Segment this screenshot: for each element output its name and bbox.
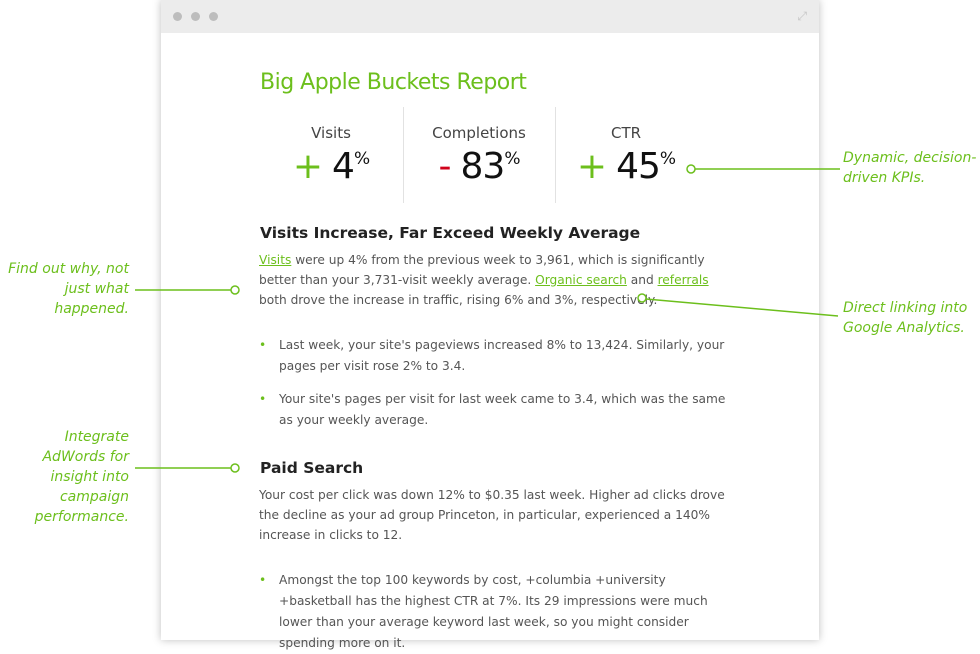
kpi-unit: % bbox=[659, 149, 676, 169]
text: were up 4% from the previous week to 3,9… bbox=[259, 253, 705, 287]
kpi-label: CTR bbox=[610, 124, 642, 142]
kpi-divider bbox=[403, 107, 404, 203]
list-item: • Last week, your site's pageviews increa… bbox=[259, 335, 729, 377]
connector-dot bbox=[230, 285, 240, 295]
section-heading-visits: Visits Increase, Far Exceed Weekly Avera… bbox=[260, 224, 641, 242]
connector-dot bbox=[686, 164, 696, 174]
section-heading-paid-search: Paid Search bbox=[260, 459, 364, 477]
kpi-value: 83 bbox=[460, 146, 506, 187]
kpi-value: 4 bbox=[332, 146, 355, 187]
report-title: Big Apple Buckets Report bbox=[260, 70, 527, 95]
connector-line bbox=[645, 298, 839, 317]
referrals-link[interactable]: referrals bbox=[657, 273, 709, 287]
kpi-completions: Completions -83% bbox=[404, 107, 554, 203]
kpi-sign: + bbox=[292, 146, 323, 187]
bullet-icon: • bbox=[259, 338, 267, 352]
kpi-ctr: CTR +45% bbox=[556, 107, 696, 203]
kpi-unit: % bbox=[353, 149, 370, 169]
visits-link[interactable]: Visits bbox=[259, 253, 292, 267]
browser-window: ⤢ Big Apple Buckets Report Visits +4% Co… bbox=[161, 0, 819, 650]
bullet-icon: • bbox=[259, 392, 267, 406]
list-item: • Your site's pages per visit for last we… bbox=[259, 389, 729, 431]
list-item-text: Last week, your site's pageviews increas… bbox=[279, 338, 725, 373]
expand-icon[interactable]: ⤢ bbox=[797, 9, 807, 23]
annotation-kpis: Dynamic, decision-driven KPIs. bbox=[843, 150, 977, 186]
paid-search-paragraph: Your cost per click was down 12% to $0.3… bbox=[259, 488, 725, 542]
window-zoom-dot[interactable] bbox=[209, 12, 218, 21]
organic-search-link[interactable]: Organic search bbox=[535, 273, 627, 287]
window-close-dot[interactable] bbox=[173, 12, 182, 21]
kpi-visits: Visits +4% bbox=[260, 107, 402, 203]
text: and bbox=[626, 273, 658, 287]
kpi-label: Completions bbox=[432, 124, 526, 142]
kpi-sign: - bbox=[438, 146, 452, 187]
list-item-text: Your site's pages per visit for last wee… bbox=[279, 392, 726, 427]
annotation-connectors bbox=[135, 164, 840, 473]
annotation-why: Find out why, not just what happened. bbox=[8, 261, 129, 317]
kpi-sign: + bbox=[576, 146, 607, 187]
connector-dot bbox=[637, 293, 647, 303]
kpi-divider bbox=[555, 107, 556, 203]
window-minimize-dot[interactable] bbox=[191, 12, 200, 21]
bullet-icon: • bbox=[259, 573, 267, 587]
kpi-label: Visits bbox=[311, 124, 351, 142]
window-titlebar: ⤢ bbox=[161, 0, 819, 33]
kpi-unit: % bbox=[504, 149, 520, 169]
annotation-linking: Direct linking into Google Analytics. bbox=[843, 300, 968, 336]
text: both drove the increase in traffic, risi… bbox=[259, 293, 658, 307]
annotation-adwords: Integrate AdWords for insight into campa… bbox=[34, 429, 129, 525]
visits-paragraph: Visits were up 4% from the previous week… bbox=[259, 250, 729, 310]
kpi-value: 45 bbox=[616, 146, 661, 187]
connector-dot bbox=[230, 463, 240, 473]
